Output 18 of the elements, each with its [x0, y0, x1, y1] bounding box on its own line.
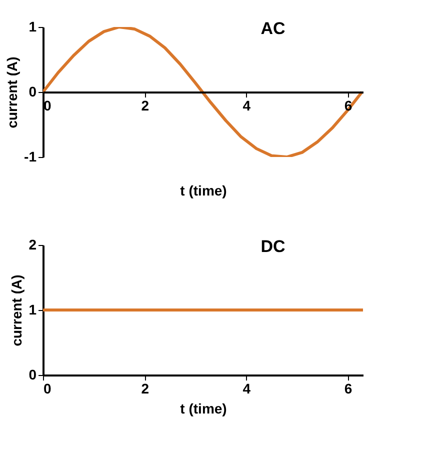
y-tick-label: 0	[28, 366, 37, 382]
y-tick-label: 1	[28, 18, 37, 34]
x-tick-label: 4	[242, 98, 251, 114]
x-axis-title: t (time)	[180, 182, 227, 198]
y-tick-label: 1	[28, 302, 37, 318]
y-tick-label: -1	[24, 148, 37, 164]
x-tick-label: 0	[44, 380, 52, 396]
y-axis-title: current (A)	[4, 56, 20, 128]
x-tick-label: 6	[344, 380, 352, 396]
x-tick-label: 2	[141, 98, 150, 114]
chart-title: DC	[260, 237, 286, 256]
x-tick-label: 2	[141, 380, 150, 396]
x-tick-label: 4	[242, 380, 251, 396]
chart-title: AC	[260, 19, 286, 38]
y-axis-title: current (A)	[8, 274, 25, 346]
x-axis-title: t (time)	[180, 400, 227, 416]
y-tick-label: 0	[28, 84, 37, 100]
y-tick-label: 2	[28, 236, 37, 252]
